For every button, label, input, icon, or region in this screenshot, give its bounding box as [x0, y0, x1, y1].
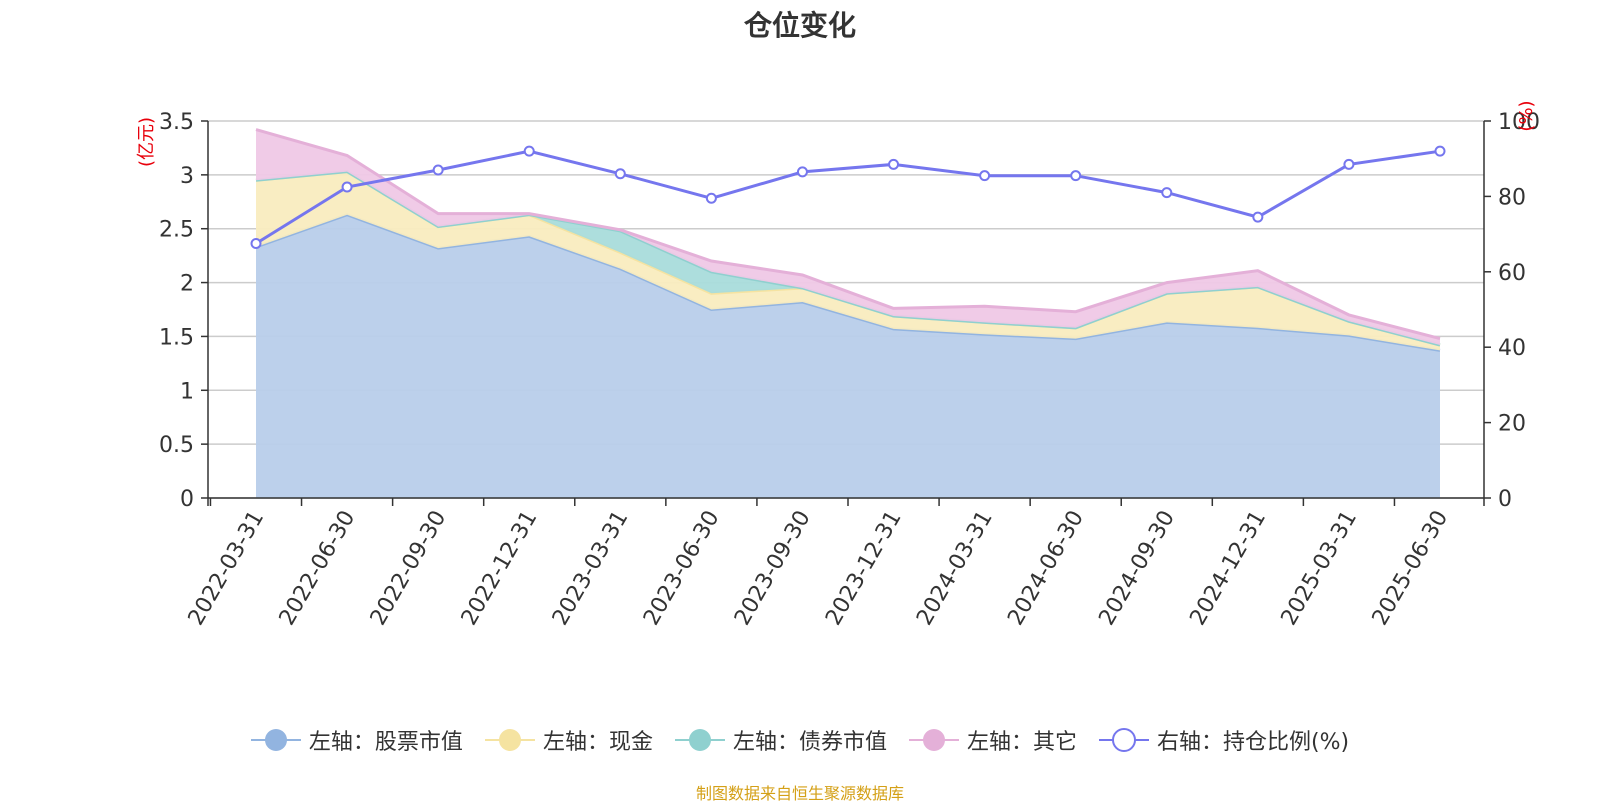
- area-series: [255, 128, 1441, 498]
- line-point: [523, 145, 535, 157]
- legend-label: 右轴：持仓比例(%): [1156, 730, 1350, 755]
- right-axis-unit: (%): [1516, 100, 1537, 131]
- right-tick-label: 100: [1498, 110, 1540, 135]
- line-point: [341, 181, 353, 193]
- right-tick-label: 80: [1498, 185, 1526, 210]
- legend-label: 左轴：现金: [542, 730, 653, 755]
- source-note: 制图数据来自恒生聚源数据库: [695, 784, 904, 803]
- legend-circle-icon: [250, 729, 301, 751]
- line-point: [432, 164, 444, 176]
- right-tick-label: 20: [1498, 412, 1526, 437]
- legend-hollow-circle-icon: [1098, 728, 1149, 752]
- line-point: [1161, 187, 1173, 199]
- legend-item[interactable]: 左轴：债券市值: [674, 724, 887, 756]
- x-tick-label: 2023-09-30: [730, 507, 816, 630]
- right-tick-label: 40: [1498, 336, 1526, 361]
- right-tick-label: 60: [1498, 261, 1526, 286]
- legend-circle-icon: [908, 729, 959, 751]
- x-tick-label: 2024-03-31: [912, 507, 998, 630]
- line-point: [1252, 211, 1264, 223]
- x-tick-label: 2023-03-31: [548, 507, 634, 630]
- right-tick-label: 0: [1498, 487, 1512, 512]
- legend-item[interactable]: 右轴：持仓比例(%): [1098, 724, 1350, 756]
- legend-label: 左轴：其它: [966, 730, 1077, 755]
- x-tick-label: 2024-06-30: [1003, 507, 1089, 630]
- x-tick-label: 2025-03-31: [1277, 507, 1363, 630]
- legend-circle-icon: [484, 729, 535, 751]
- left-tick-label: 1.5: [159, 325, 194, 350]
- x-tick-label: 2024-12-31: [1185, 507, 1271, 630]
- line-point: [1343, 158, 1355, 170]
- left-tick-label: 2.5: [159, 218, 194, 243]
- line-point: [796, 166, 808, 178]
- left-axis-unit: (亿元): [136, 117, 157, 167]
- area-edge-左轴：其它: [255, 128, 1441, 341]
- left-tick-label: 0.5: [159, 433, 194, 458]
- legend-item[interactable]: 左轴：现金: [484, 724, 653, 756]
- left-tick-label: 0: [180, 487, 194, 512]
- legend: 左轴：股票市值 左轴：现金 左轴：债券市值 左轴：其它 右轴：持仓比例(%): [0, 720, 1600, 760]
- left-tick-label: 2: [180, 272, 194, 297]
- x-tick-label: 2025-06-30: [1368, 507, 1454, 630]
- line-point: [888, 158, 900, 170]
- line-point: [1434, 145, 1446, 157]
- left-tick-label: 3.5: [159, 110, 194, 135]
- line-series: [250, 145, 1446, 250]
- line-point: [614, 168, 626, 180]
- x-tick-label: 2022-12-31: [457, 507, 543, 630]
- legend-circle-icon: [674, 729, 725, 751]
- line-point: [1070, 170, 1082, 182]
- legend-item[interactable]: 左轴：其它: [908, 724, 1077, 756]
- legend-item[interactable]: 左轴：股票市值: [250, 724, 463, 756]
- line-point: [250, 238, 262, 250]
- area-左轴：现金: [256, 171, 1440, 351]
- x-tick-label: 2023-12-31: [821, 507, 907, 630]
- line-point: [979, 170, 991, 182]
- x-tick-label: 2024-09-30: [1094, 507, 1180, 630]
- legend-label: 左轴：股票市值: [308, 730, 463, 755]
- line-point: [705, 192, 717, 204]
- chart-title: 仓位变化: [743, 9, 856, 42]
- area-左轴：股票市值: [256, 214, 1440, 498]
- x-tick-label: 2023-06-30: [639, 507, 725, 630]
- legend-label: 左轴：债券市值: [732, 730, 887, 755]
- x-tick-label: 2022-06-30: [275, 507, 361, 630]
- left-tick-label: 1: [180, 379, 194, 404]
- x-tick-label: 2022-03-31: [184, 507, 270, 630]
- left-tick-label: 3: [180, 164, 194, 189]
- x-tick-label: 2022-09-30: [366, 506, 452, 629]
- line-series-path: [255, 149, 1441, 245]
